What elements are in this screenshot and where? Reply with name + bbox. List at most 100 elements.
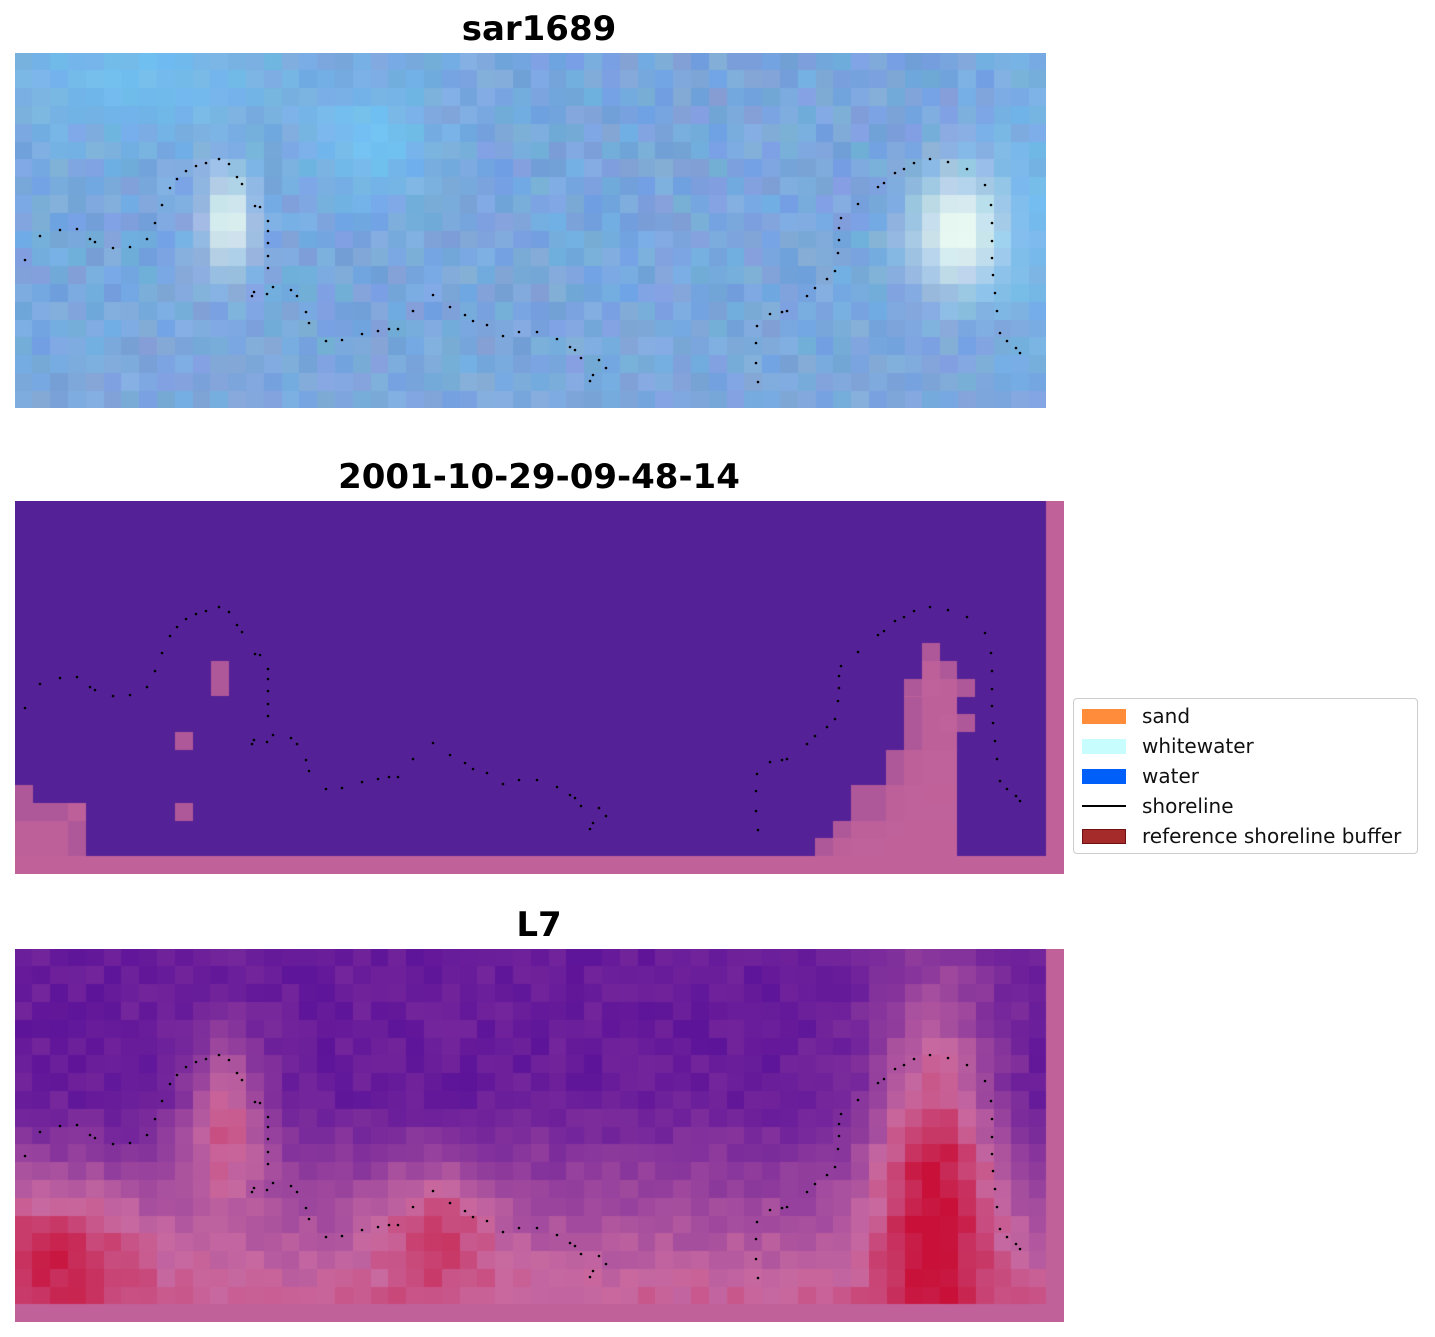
shoreline-point <box>837 1134 841 1138</box>
shoreline-point <box>780 758 784 762</box>
shoreline-point <box>463 1209 467 1213</box>
shoreline-point <box>175 177 179 181</box>
shoreline-point <box>990 1135 994 1139</box>
shoreline-point <box>998 779 1002 783</box>
shoreline-point <box>768 1208 772 1212</box>
shoreline-point <box>376 777 380 781</box>
shoreline-point <box>756 1276 760 1280</box>
shoreline-point <box>471 319 475 323</box>
shoreline-point <box>396 327 400 331</box>
shoreline-point <box>271 733 275 737</box>
shoreline-point <box>252 1186 256 1190</box>
shoreline-point <box>217 605 221 609</box>
shoreline-point <box>387 1223 391 1227</box>
shoreline-point <box>93 688 97 692</box>
shoreline-point <box>995 1205 999 1209</box>
shoreline-point <box>175 625 179 629</box>
shoreline-point <box>833 269 837 273</box>
shoreline-point <box>825 725 829 729</box>
shoreline-point <box>258 1101 262 1105</box>
shoreline-point <box>839 664 843 668</box>
shoreline-point <box>837 1122 841 1126</box>
shoreline-point <box>535 330 539 334</box>
shoreline-point <box>597 358 601 362</box>
shoreline-point <box>839 216 843 220</box>
shoreline-point <box>253 204 257 208</box>
shoreline-point <box>184 1065 188 1069</box>
shoreline-point <box>833 717 837 721</box>
shoreline-point <box>946 160 950 164</box>
shoreline-point <box>411 309 415 313</box>
shoreline-point <box>88 1133 92 1137</box>
shoreline-point <box>588 379 592 383</box>
shoreline-point <box>227 1058 231 1062</box>
panel-title-index: L7 <box>516 905 562 945</box>
shoreline-point <box>145 685 149 689</box>
shoreline-point <box>754 361 758 365</box>
shoreline-point <box>893 619 897 623</box>
shoreline-point <box>591 1269 595 1273</box>
shoreline-point <box>266 1137 270 1141</box>
shoreline-point <box>324 339 328 343</box>
shoreline-point <box>324 787 328 791</box>
shoreline-point <box>604 814 608 818</box>
shoreline-point <box>240 1078 244 1082</box>
shoreline-point <box>448 753 452 757</box>
shoreline-point <box>463 761 467 765</box>
shoreline-point <box>266 1150 270 1154</box>
legend-label-buffer: reference shoreline buffer <box>1142 824 1402 848</box>
shoreline-point <box>1005 787 1009 791</box>
shoreline-point <box>304 758 308 762</box>
shoreline-point <box>990 669 994 673</box>
shoreline-point <box>204 609 208 613</box>
shoreline-point <box>1018 1247 1022 1251</box>
shoreline-point <box>111 1142 115 1146</box>
shoreline-point <box>471 1215 475 1219</box>
shoreline-point <box>485 771 489 775</box>
shoreline-point <box>780 310 784 314</box>
shoreline-point <box>128 1141 132 1145</box>
shoreline-point <box>240 182 244 186</box>
shoreline-point <box>902 167 906 171</box>
shoreline-point <box>411 757 415 761</box>
shoreline-point <box>805 1190 809 1194</box>
shoreline-point <box>755 772 759 776</box>
shoreline-point <box>250 742 254 746</box>
shoreline-point <box>991 1169 995 1173</box>
shoreline-point <box>253 1100 257 1104</box>
shoreline-point <box>217 1053 221 1057</box>
shoreline-point <box>597 806 601 810</box>
shoreline-point <box>253 652 257 656</box>
shoreline-point <box>376 329 380 333</box>
shoreline-point <box>485 323 489 327</box>
shoreline-point <box>75 675 79 679</box>
shoreline-point <box>965 1063 969 1067</box>
shoreline-point <box>813 286 817 290</box>
shoreline-point <box>912 609 916 613</box>
legend-item-water: water <box>1082 763 1199 789</box>
legend-label-whitewater: whitewater <box>1142 734 1254 758</box>
shoreline-point <box>396 1223 400 1227</box>
shoreline-point <box>304 310 308 314</box>
shoreline-point <box>995 309 999 313</box>
shoreline-point <box>893 171 897 175</box>
shoreline-point <box>928 1053 932 1057</box>
shoreline-point <box>23 706 27 710</box>
shoreline-point <box>1018 351 1022 355</box>
shoreline-point <box>573 348 577 352</box>
shoreline-point <box>93 1136 97 1140</box>
shoreline-point <box>160 1099 164 1103</box>
shoreline-point <box>1005 1235 1009 1239</box>
sand-swatch <box>1082 708 1126 724</box>
legend-label-sand: sand <box>1142 704 1191 728</box>
shoreline-point <box>271 1181 275 1185</box>
shoreline-point <box>340 338 344 342</box>
shoreline-point <box>785 1205 789 1209</box>
shoreline-point <box>289 1184 293 1188</box>
shoreline-point <box>324 1235 328 1239</box>
shoreline-point <box>768 760 772 764</box>
shoreline-point <box>250 294 254 298</box>
shoreline-point <box>360 780 364 784</box>
legend-label-water: water <box>1142 764 1199 788</box>
shoreline-point <box>755 324 759 328</box>
